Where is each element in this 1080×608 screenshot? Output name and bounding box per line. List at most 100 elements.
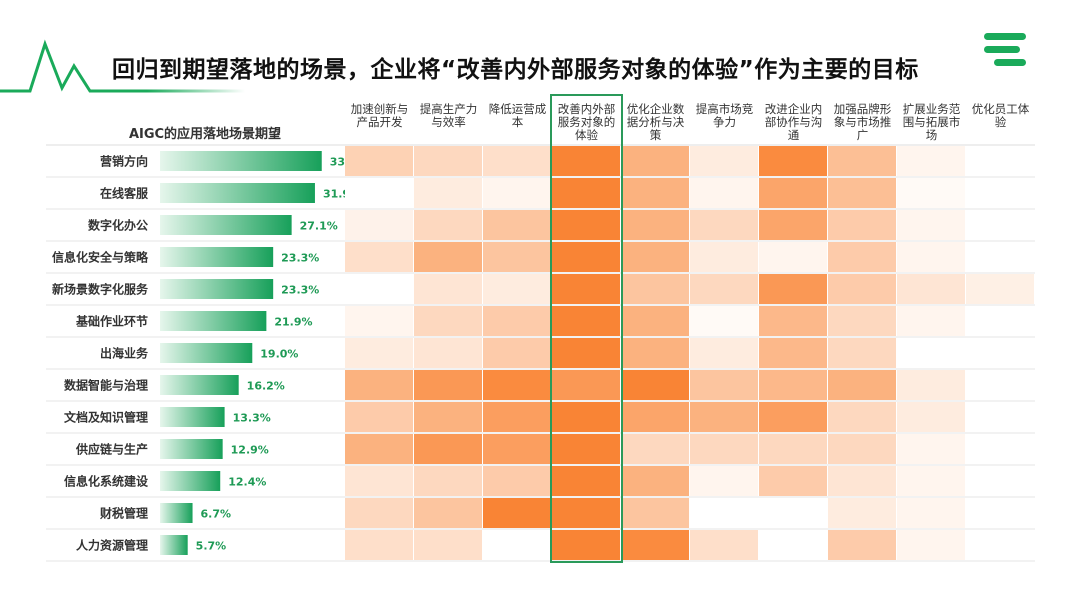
heatmap-cell [483,178,551,208]
scenario-label: 营销方向 [100,154,148,169]
heatmap-cell [345,530,413,560]
heatmap-cell [690,530,758,560]
scenario-value-label: 5.7% [196,540,227,553]
scenario-label: 信息化系统建设 [64,474,149,489]
scenario-bar [160,311,267,331]
heatmap-cell [690,210,758,240]
heatmap-cell [897,402,965,432]
heatmap-cell [897,370,965,400]
heatmap-cell [897,274,965,304]
heatmap-cell [483,402,551,432]
heatmap-cell [828,498,896,528]
heatmap-cell [345,498,413,528]
heatmap-cell [414,402,482,432]
heatmap-cell [552,146,620,176]
heatmap-cell [483,370,551,400]
heatmap-cell [759,178,827,208]
scenario-value-label: 6.7% [201,508,232,521]
heatmap-cell [483,274,551,304]
heatmap-cell [621,338,689,368]
heatmap-cell [552,242,620,272]
heatmap-cell [759,434,827,464]
heatmap-cell [690,402,758,432]
goal-header-line: 服务对象的 [558,115,616,129]
heatmap-cell [552,530,620,560]
heatmap-cell [897,530,965,560]
bar-section-title: AIGC的应用落地场景期望 [129,126,281,142]
heatmap-cell [414,146,482,176]
heatmap-cell [828,146,896,176]
heatmap-cell [621,498,689,528]
goal-header: 改善内外部服务对象的体验 [558,102,616,142]
heatmap-cell [345,210,413,240]
page-title: 回归到期望落地的场景，企业将“改善内外部服务对象的体验”作为主要的目标 [112,57,919,83]
goal-header-line: 改进企业内 [765,102,823,116]
heatmap-cell [414,530,482,560]
heatmap-cell [621,434,689,464]
heatmap-cell [345,370,413,400]
goal-header-line: 广 [857,128,869,142]
goal-header-line: 本 [512,115,524,129]
scenario-value-label: 12.9% [231,444,269,457]
scenario-bar [160,471,221,491]
heatmap-cell [483,146,551,176]
heatmap-cell [690,338,758,368]
heatmap-cell [966,402,1034,432]
heatmap-cell [966,530,1034,560]
heatmap-cell [414,338,482,368]
scenario-bar [160,215,292,235]
scenario-label: 数字化办公 [88,218,148,233]
goal-header-line: 加强品牌形 [834,102,892,116]
heatmap-cell [483,338,551,368]
heatmap-cell [483,242,551,272]
heatmap-cell [414,498,482,528]
heatmap-cell [828,242,896,272]
scenario-bar [160,503,193,523]
heatmap-cell [759,338,827,368]
heatmap-cell [552,434,620,464]
heatmap-cell [414,242,482,272]
goal-header-line: 体验 [575,128,598,142]
heatmap-cell [345,466,413,496]
scenario-label: 文档及知识管理 [64,410,148,425]
heatmap-cell [828,370,896,400]
green-zigzag-decoration [0,39,245,93]
heatmap-cell [966,210,1034,240]
goal-header-line: 提高市场竞 [696,102,754,116]
heatmap-cell [345,434,413,464]
goal-header-line: 改善内外部 [558,102,616,116]
heatmap-cell [552,338,620,368]
heatmap-cell [828,210,896,240]
heatmap-cell [966,498,1034,528]
heatmap-cell [759,530,827,560]
heatmap-cell [897,338,965,368]
heatmap-cell [966,242,1034,272]
heatmap-cell [345,146,413,176]
goal-header-line: 争力 [713,115,736,129]
brand-logo-icon [984,33,1026,66]
heatmap-cell [414,210,482,240]
scenario-bar [160,407,225,427]
heatmap-cell [759,466,827,496]
scenario-label: 基础作业环节 [75,314,148,329]
goal-header-line: 策 [650,128,662,142]
heatmap-cell [759,306,827,336]
heatmap-cell [828,338,896,368]
heatmap-cell [759,498,827,528]
heatmap-cell [966,306,1034,336]
goal-header-line: 通 [788,128,800,142]
scenario-label: 数据智能与治理 [64,378,148,393]
heatmap-cell [552,498,620,528]
heatmap-cell [621,530,689,560]
goal-header-line: 提高生产力 [420,102,478,116]
heatmap-cell [690,306,758,336]
heatmap-cell [966,146,1034,176]
heatmap-cell [414,306,482,336]
heatmap-cell [552,370,620,400]
heatmap-cell [897,210,965,240]
goal-header-line: 据分析与决 [627,115,685,129]
